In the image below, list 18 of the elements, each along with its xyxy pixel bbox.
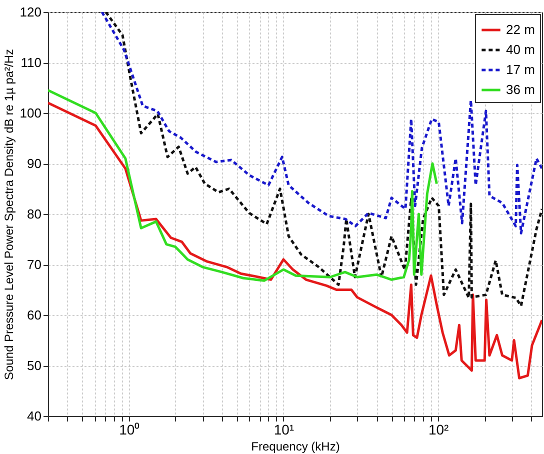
y-tick-label: 90 <box>27 156 42 171</box>
x-tick-label: 10¹ <box>274 422 294 438</box>
y-tick-label: 40 <box>27 408 42 424</box>
y-tick-label: 100 <box>20 106 42 120</box>
legend-label: 40 m <box>506 42 535 57</box>
y-tick-label: 110 <box>20 55 42 70</box>
y-tick-label: 50 <box>27 358 42 373</box>
y-tick-label: 80 <box>27 206 42 222</box>
y-axis-title: Sound Pressure Level Power Spectra Density dB re 1µ pa²/Hz <box>2 48 16 380</box>
y-tick-label: 60 <box>27 308 42 322</box>
legend-label: 22 m <box>506 22 535 37</box>
legend-label: 36 m <box>506 82 535 97</box>
x-tick-label: 10² <box>428 422 450 438</box>
legend-label: 17 m <box>506 62 535 77</box>
x-tick-label: 10⁰ <box>119 422 140 438</box>
y-tick-label: 120 <box>20 4 42 20</box>
y-tick-label: 70 <box>27 257 42 272</box>
x-axis-title: Frequency (kHz) <box>251 440 340 454</box>
